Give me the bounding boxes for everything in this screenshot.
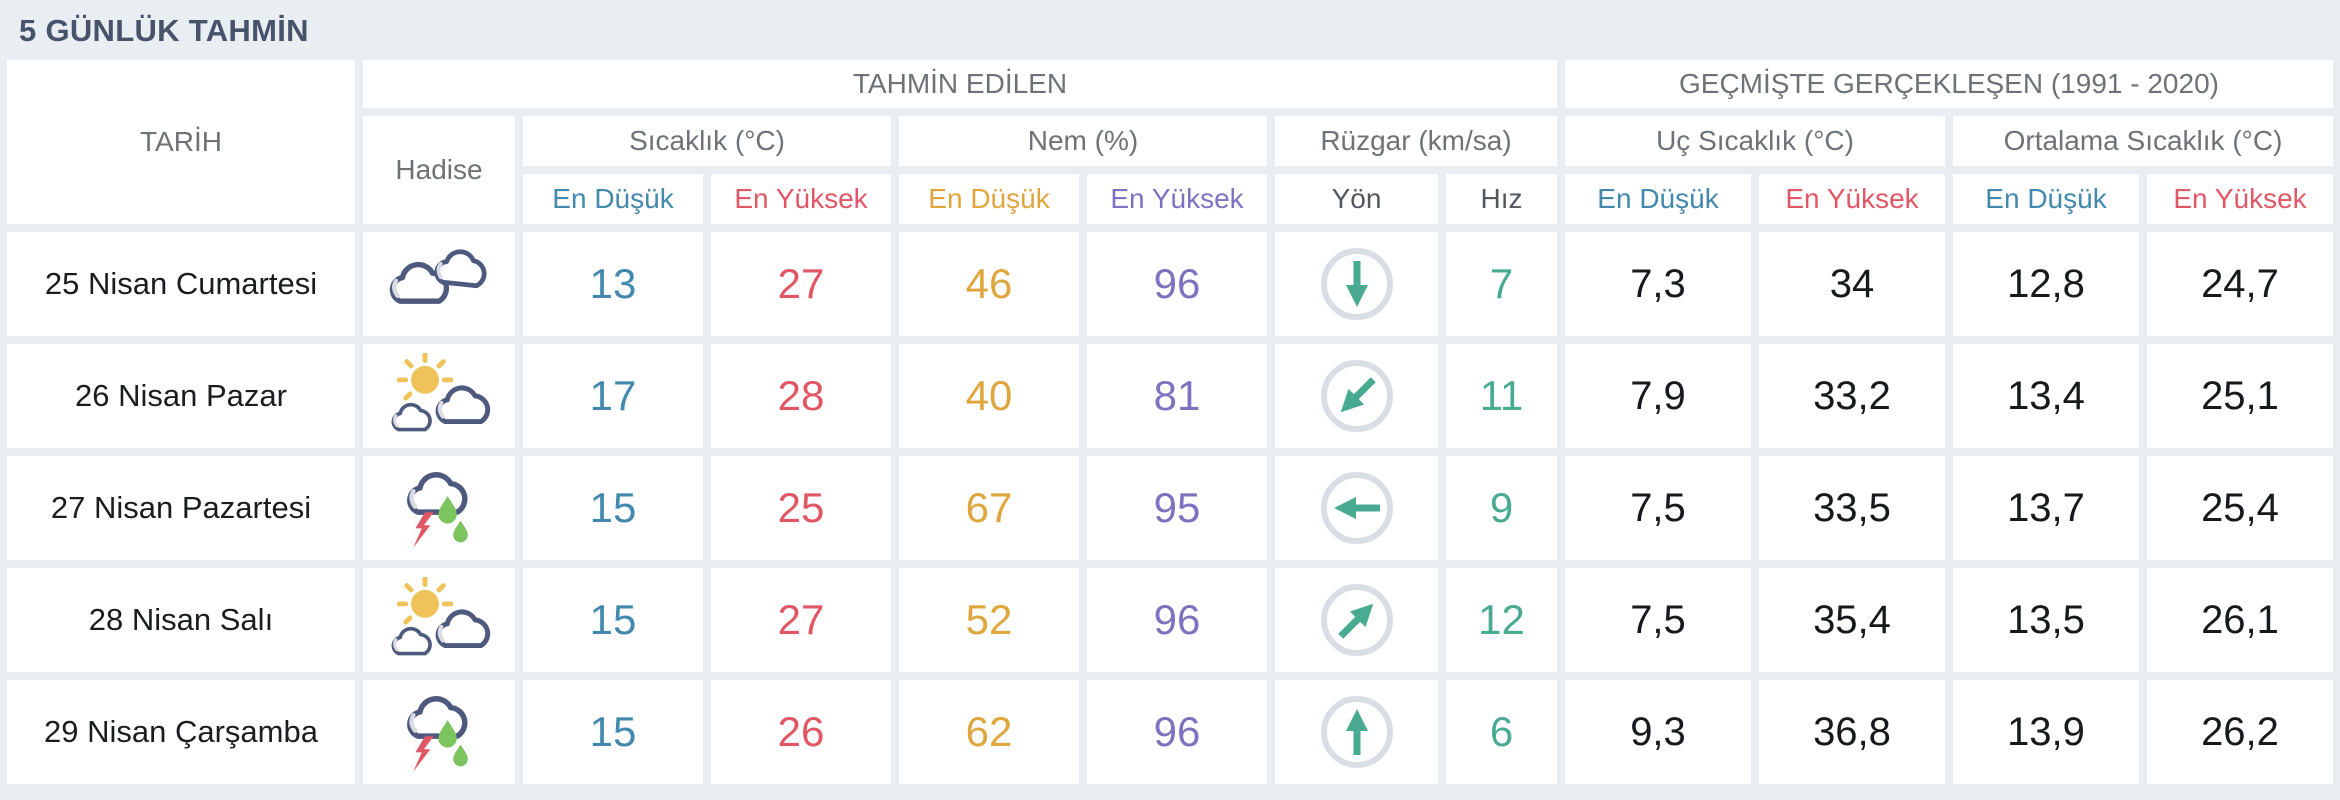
- wind-direction-cell: [1275, 344, 1438, 448]
- temp-min-value: 13: [523, 232, 703, 336]
- header-humidity-group: Nem (%): [899, 116, 1267, 166]
- wind-speed-value: 9: [1446, 456, 1557, 560]
- forecast-table: TARİH TAHMİN EDİLEN GEÇMİŞTE GERÇEKLEŞEN…: [7, 60, 2333, 784]
- wind-direction-icon: [1320, 248, 1393, 320]
- thunderstorm-icon: [379, 465, 499, 551]
- subheader-temp-max: En Yüksek: [711, 174, 891, 224]
- date-cell: 27 Nisan Pazartesi: [7, 456, 355, 560]
- weather-icon-cell: [363, 680, 515, 784]
- wind-direction-icon: [1320, 584, 1393, 656]
- hist-extreme-max-value: 33,2: [1759, 344, 1945, 448]
- hist-average-max-value: 25,1: [2147, 344, 2333, 448]
- thunderstorm-icon: [379, 689, 499, 775]
- hist-extreme-min-value: 7,9: [1565, 344, 1751, 448]
- temp-max-value: 25: [711, 456, 891, 560]
- subheader-temp-min: En Düşük: [523, 174, 703, 224]
- weather-icon-cell: [363, 232, 515, 336]
- hist-average-min-value: 13,9: [1953, 680, 2139, 784]
- temp-max-value: 27: [711, 568, 891, 672]
- date-cell: 29 Nisan Çarşamba: [7, 680, 355, 784]
- wind-direction-cell: [1275, 232, 1438, 336]
- subheader-humidity-min: En Düşük: [899, 174, 1079, 224]
- wind-direction-icon: [1320, 472, 1393, 544]
- date-cell: 26 Nisan Pazar: [7, 344, 355, 448]
- date-cell: 28 Nisan Salı: [7, 568, 355, 672]
- temp-min-value: 15: [523, 680, 703, 784]
- hist-average-max-value: 24,7: [2147, 232, 2333, 336]
- humidity-max-value: 95: [1087, 456, 1267, 560]
- weather-icon-cell: [363, 344, 515, 448]
- header-extreme-temp-group: Uç Sıcaklık (°C): [1565, 116, 1945, 166]
- temp-max-value: 28: [711, 344, 891, 448]
- humidity-max-value: 96: [1087, 232, 1267, 336]
- temp-min-value: 15: [523, 456, 703, 560]
- hist-extreme-max-value: 36,8: [1759, 680, 1945, 784]
- wind-direction-icon: [1320, 359, 1393, 432]
- header-wind-group: Rüzgar (km/sa): [1275, 116, 1557, 166]
- weather-icon-cell: [363, 568, 515, 672]
- hist-extreme-min-value: 7,5: [1565, 568, 1751, 672]
- temp-min-value: 17: [523, 344, 703, 448]
- hist-average-min-value: 13,5: [1953, 568, 2139, 672]
- temp-max-value: 26: [711, 680, 891, 784]
- header-temperature-group: Sıcaklık (°C): [523, 116, 891, 166]
- humidity-min-value: 40: [899, 344, 1079, 448]
- temp-min-value: 15: [523, 568, 703, 672]
- hist-extreme-min-value: 7,5: [1565, 456, 1751, 560]
- wind-direction-cell: [1275, 456, 1438, 560]
- hist-average-min-value: 13,4: [1953, 344, 2139, 448]
- hist-average-min-value: 13,7: [1953, 456, 2139, 560]
- hist-average-max-value: 26,2: [2147, 680, 2333, 784]
- wind-speed-value: 12: [1446, 568, 1557, 672]
- hist-extreme-max-value: 33,5: [1759, 456, 1945, 560]
- wind-direction-cell: [1275, 680, 1438, 784]
- hist-average-max-value: 26,1: [2147, 568, 2333, 672]
- weather-icon-cell: [363, 456, 515, 560]
- subheader-humidity-max: En Yüksek: [1087, 174, 1267, 224]
- hist-extreme-max-value: 34: [1759, 232, 1945, 336]
- subheader-average-max: En Yüksek: [2147, 174, 2333, 224]
- partly-sunny-icon: [379, 353, 499, 439]
- header-date: TARİH: [7, 60, 355, 224]
- hist-extreme-min-value: 9,3: [1565, 680, 1751, 784]
- header-historical-group: GEÇMİŞTE GERÇEKLEŞEN (1991 - 2020): [1565, 60, 2333, 108]
- subheader-wind-direction: Yön: [1275, 174, 1438, 224]
- wind-direction-cell: [1275, 568, 1438, 672]
- humidity-min-value: 52: [899, 568, 1079, 672]
- humidity-min-value: 46: [899, 232, 1079, 336]
- humidity-max-value: 96: [1087, 568, 1267, 672]
- humidity-min-value: 62: [899, 680, 1079, 784]
- partly-sunny-icon: [379, 577, 499, 663]
- subheader-extreme-max: En Yüksek: [1759, 174, 1945, 224]
- wind-speed-value: 6: [1446, 680, 1557, 784]
- hist-extreme-min-value: 7,3: [1565, 232, 1751, 336]
- header-predicted-group: TAHMİN EDİLEN: [363, 60, 1557, 108]
- humidity-min-value: 67: [899, 456, 1079, 560]
- humidity-max-value: 81: [1087, 344, 1267, 448]
- hist-average-min-value: 12,8: [1953, 232, 2139, 336]
- date-cell: 25 Nisan Cumartesi: [7, 232, 355, 336]
- header-event: Hadise: [363, 116, 515, 224]
- cloudy-icon: [379, 241, 499, 327]
- page-title: 5 GÜNLÜK TAHMİN: [19, 13, 309, 48]
- temp-max-value: 27: [711, 232, 891, 336]
- humidity-max-value: 96: [1087, 680, 1267, 784]
- wind-direction-icon: [1320, 696, 1393, 768]
- wind-speed-value: 11: [1446, 344, 1557, 448]
- hist-extreme-max-value: 35,4: [1759, 568, 1945, 672]
- wind-speed-value: 7: [1446, 232, 1557, 336]
- subheader-extreme-min: En Düşük: [1565, 174, 1751, 224]
- header-average-temp-group: Ortalama Sıcaklık (°C): [1953, 116, 2333, 166]
- subheader-average-min: En Düşük: [1953, 174, 2139, 224]
- subheader-wind-speed: Hız: [1446, 174, 1557, 224]
- hist-average-max-value: 25,4: [2147, 456, 2333, 560]
